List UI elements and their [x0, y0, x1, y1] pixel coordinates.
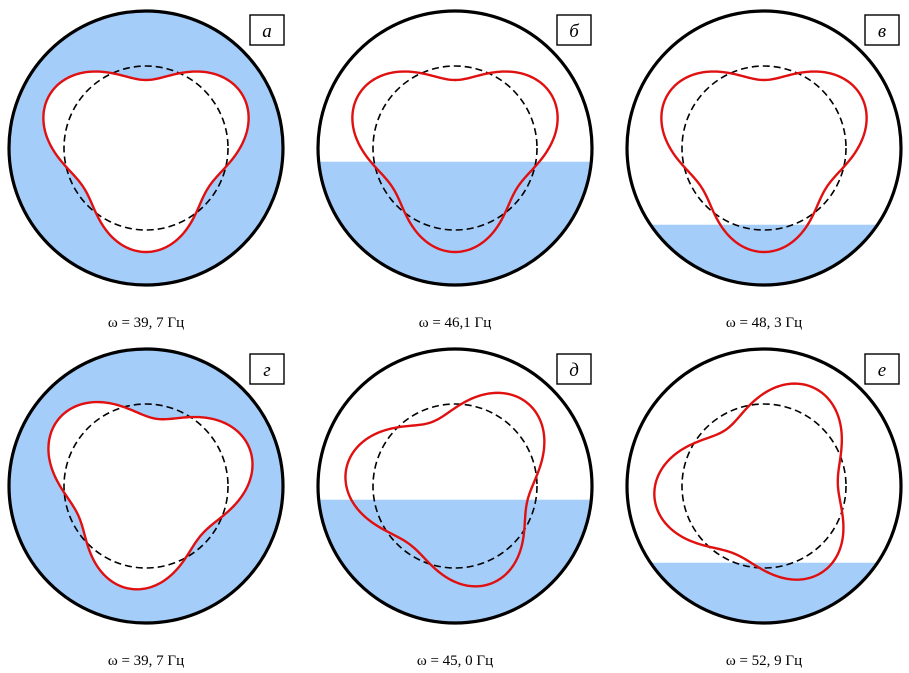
mode-shape-curve	[344, 391, 546, 588]
panel-label: е	[878, 360, 886, 381]
panel-label-box	[864, 14, 900, 46]
panel-label-box	[864, 353, 900, 385]
undeformed-circle-dashed	[63, 403, 229, 569]
mode-shape-curve	[47, 400, 254, 591]
panel-label: в	[878, 21, 886, 42]
panel-label: а	[262, 21, 272, 42]
outer-shell-circle	[316, 9, 594, 287]
panel-2: б ω = 46,1 Гц	[316, 9, 594, 331]
panel-label-box	[249, 14, 285, 46]
undeformed-circle-dashed	[681, 403, 847, 569]
frequency-caption: ω = 39, 7 Гц	[108, 653, 184, 669]
undeformed-circle-dashed	[681, 65, 847, 231]
panel-label: г	[263, 360, 270, 381]
panel-label-box	[556, 353, 592, 385]
panel-4: г ω = 39, 7 Гц	[7, 347, 285, 669]
panel-label-box	[249, 353, 285, 385]
undeformed-circle-dashed	[372, 403, 538, 569]
frequency-caption: ω = 48, 3 Гц	[726, 315, 802, 331]
outer-shell-circle	[7, 9, 285, 287]
fluid-fill	[318, 161, 592, 285]
outer-shell-circle	[7, 347, 285, 625]
frequency-caption: ω = 39, 7 Гц	[108, 315, 184, 331]
panel-label-box	[556, 14, 592, 46]
outer-shell-circle	[625, 347, 903, 625]
mode-shape-curve	[653, 382, 845, 581]
inner-cavity	[43, 71, 249, 253]
frequency-caption: ω = 46,1 Гц	[419, 315, 492, 331]
frequency-caption: ω = 45, 0 Гц	[417, 653, 493, 669]
outer-shell-circle	[625, 9, 903, 287]
fluid-fill	[627, 224, 901, 285]
undeformed-circle-dashed	[63, 65, 229, 231]
undeformed-circle-dashed	[372, 65, 538, 231]
panel-1: а ω = 39, 7 Гц	[7, 9, 285, 331]
mode-shape-curve	[660, 70, 868, 254]
mode-shape-curve	[42, 70, 250, 254]
panel-6: е ω = 52, 9 Гц	[625, 347, 903, 669]
panel-label: б	[569, 21, 580, 42]
mode-shape-curve	[351, 70, 559, 254]
fluid-fill	[318, 499, 592, 623]
frequency-caption: ω = 52, 9 Гц	[726, 653, 802, 669]
panel-5: д ω = 45, 0 Гц	[316, 347, 594, 669]
inner-cavity	[48, 402, 253, 590]
panel-3: в ω = 48, 3 Гц	[625, 9, 903, 331]
panel-label: д	[569, 360, 579, 381]
outer-shell-circle	[316, 347, 594, 625]
